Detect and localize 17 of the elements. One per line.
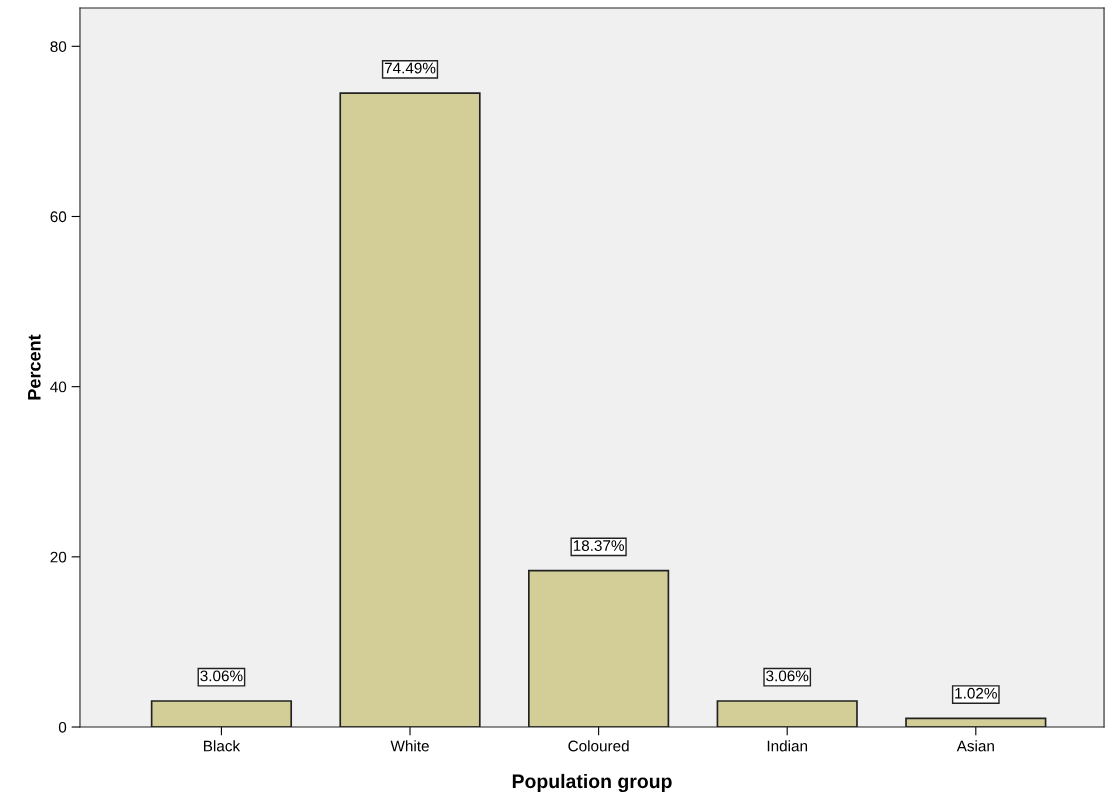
data-label: 1.02% (955, 687, 997, 699)
x-axis-title: Population group (512, 773, 672, 793)
y-tick-label: 20 (50, 551, 67, 563)
y-tick-label: 80 (50, 41, 67, 52)
data-label: 3.06% (200, 670, 243, 682)
y-axis-title: Percent (28, 334, 41, 400)
y-tick-label: 0 (58, 721, 67, 733)
data-label: 18.37% (573, 540, 624, 552)
x-tick-label: Indian (767, 740, 808, 752)
y-tick-label: 40 (50, 381, 67, 393)
x-tick-label: White (390, 740, 429, 752)
data-label: 74.49% (384, 62, 436, 74)
data-label: 3.06% (766, 670, 809, 682)
x-tick-label: Asian (956, 740, 994, 752)
x-tick-label: Black (204, 740, 241, 752)
x-tick-label: Coloured (568, 740, 629, 752)
y-tick-label: 60 (50, 211, 67, 223)
